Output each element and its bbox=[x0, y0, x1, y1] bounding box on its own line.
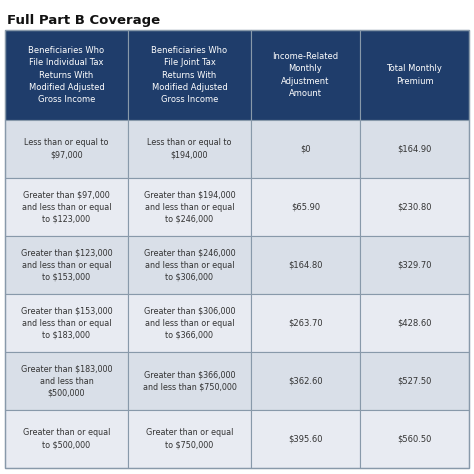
Text: Greater than $306,000
and less than or equal
to $366,000: Greater than $306,000 and less than or e… bbox=[144, 306, 235, 340]
Text: $164.80: $164.80 bbox=[288, 261, 323, 270]
Bar bbox=[360, 352, 469, 410]
Bar bbox=[251, 410, 360, 468]
Text: Greater than $246,000
and less than or equal
to $306,000: Greater than $246,000 and less than or e… bbox=[144, 248, 235, 282]
Text: Total Monthly
Premium: Total Monthly Premium bbox=[386, 64, 442, 86]
Bar bbox=[128, 352, 251, 410]
Text: Greater than or equal
to $750,000: Greater than or equal to $750,000 bbox=[146, 428, 233, 449]
Text: $395.60: $395.60 bbox=[288, 435, 323, 444]
Text: Full Part B Coverage: Full Part B Coverage bbox=[7, 14, 160, 27]
Text: $65.90: $65.90 bbox=[291, 202, 320, 211]
Bar bbox=[5, 352, 128, 410]
Text: Greater than $366,000
and less than $750,000: Greater than $366,000 and less than $750… bbox=[143, 370, 237, 392]
Bar bbox=[251, 236, 360, 294]
Bar bbox=[128, 236, 251, 294]
Bar bbox=[360, 120, 469, 178]
Bar bbox=[5, 178, 128, 236]
Bar bbox=[251, 352, 360, 410]
Bar bbox=[360, 178, 469, 236]
Text: $230.80: $230.80 bbox=[397, 202, 432, 211]
Text: Greater than or equal
to $500,000: Greater than or equal to $500,000 bbox=[23, 428, 110, 449]
Text: $362.60: $362.60 bbox=[288, 376, 323, 385]
Text: $329.70: $329.70 bbox=[397, 261, 432, 270]
Text: Greater than $123,000
and less than or equal
to $153,000: Greater than $123,000 and less than or e… bbox=[21, 248, 112, 282]
Text: Less than or equal to
$97,000: Less than or equal to $97,000 bbox=[24, 138, 109, 160]
Bar bbox=[5, 294, 128, 352]
Bar bbox=[128, 294, 251, 352]
Text: Beneficiaries Who
File Joint Tax
Returns With
Modified Adjusted
Gross Income: Beneficiaries Who File Joint Tax Returns… bbox=[151, 46, 228, 104]
Text: Less than or equal to
$194,000: Less than or equal to $194,000 bbox=[147, 138, 232, 160]
Bar bbox=[251, 30, 360, 120]
Bar bbox=[251, 294, 360, 352]
Bar bbox=[128, 120, 251, 178]
Text: Greater than $97,000
and less than or equal
to $123,000: Greater than $97,000 and less than or eq… bbox=[22, 191, 111, 224]
Bar bbox=[5, 410, 128, 468]
Text: $527.50: $527.50 bbox=[397, 376, 432, 385]
Bar bbox=[360, 410, 469, 468]
Bar bbox=[128, 410, 251, 468]
Bar bbox=[128, 30, 251, 120]
Bar bbox=[5, 30, 128, 120]
Bar bbox=[360, 236, 469, 294]
Text: Greater than $183,000
and less than
$500,000: Greater than $183,000 and less than $500… bbox=[21, 365, 112, 398]
Text: Income-Related
Monthly
Adjustment
Amount: Income-Related Monthly Adjustment Amount bbox=[273, 52, 338, 98]
Text: Greater than $194,000
and less than or equal
to $246,000: Greater than $194,000 and less than or e… bbox=[144, 191, 235, 224]
Text: $0: $0 bbox=[300, 145, 311, 154]
Text: $164.90: $164.90 bbox=[397, 145, 432, 154]
Bar bbox=[5, 120, 128, 178]
Bar bbox=[128, 178, 251, 236]
Text: $263.70: $263.70 bbox=[288, 319, 323, 328]
Bar bbox=[360, 294, 469, 352]
Bar bbox=[251, 120, 360, 178]
Text: $560.50: $560.50 bbox=[397, 435, 432, 444]
Bar bbox=[251, 178, 360, 236]
Text: Beneficiaries Who
File Individual Tax
Returns With
Modified Adjusted
Gross Incom: Beneficiaries Who File Individual Tax Re… bbox=[28, 46, 105, 104]
Text: Greater than $153,000
and less than or equal
to $183,000: Greater than $153,000 and less than or e… bbox=[21, 306, 112, 340]
Text: $428.60: $428.60 bbox=[397, 319, 432, 328]
Bar bbox=[360, 30, 469, 120]
Bar bbox=[5, 236, 128, 294]
